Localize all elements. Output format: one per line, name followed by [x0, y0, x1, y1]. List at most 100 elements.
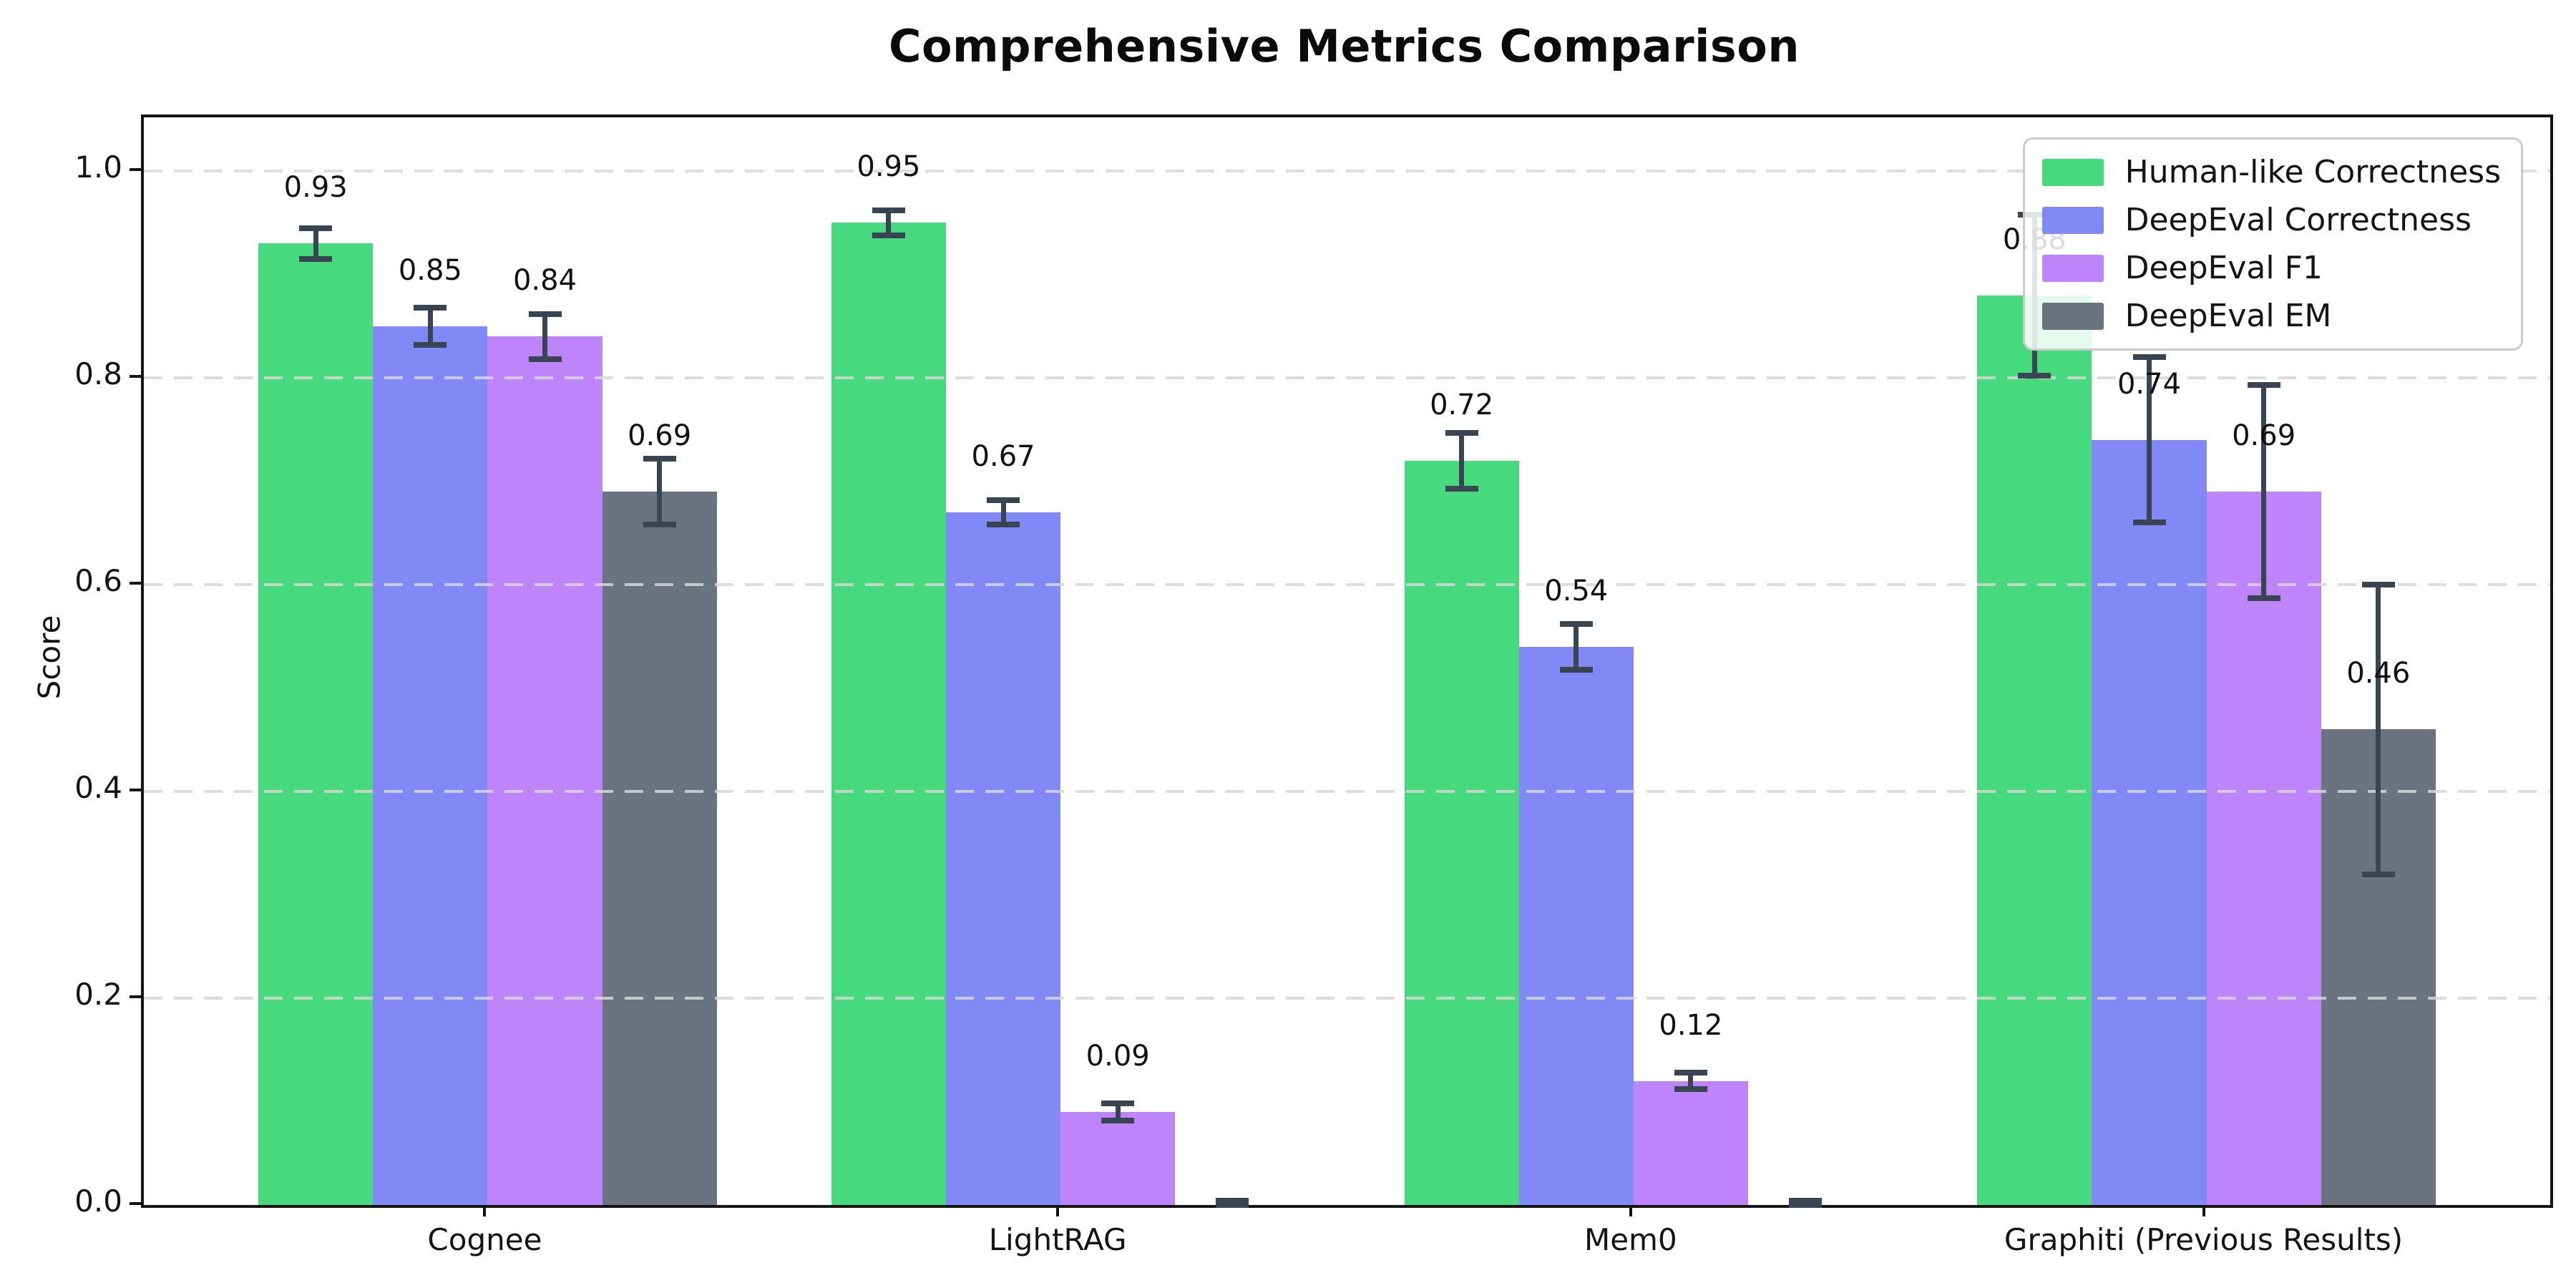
errorbar-cap-top — [2247, 382, 2280, 389]
bar-human-like-correctness-lightrag — [831, 223, 946, 1205]
bar-value-label: 0.69 — [2232, 419, 2296, 453]
y-tick-0.6 — [130, 582, 141, 585]
y-tick-label: 0.8 — [74, 356, 122, 392]
y-axis-title: Score — [31, 615, 67, 700]
errorbar-deepeval-f1-mem0 — [1688, 1073, 1694, 1090]
errorbar-cap-bottom — [2247, 595, 2280, 601]
errorbar-cap-top — [1674, 1070, 1707, 1076]
errorbar-cap-top — [872, 208, 905, 214]
errorbar-cap-top — [1216, 1198, 1249, 1204]
x-tick-label-cognee: Cognee — [427, 1222, 542, 1257]
errorbar-cap-bottom — [528, 356, 562, 363]
errorbar-cap-top — [643, 455, 676, 462]
errorbar-cap-bottom — [1674, 1086, 1707, 1093]
x-tick-lightrag — [1056, 1205, 1060, 1216]
bar-value-label: 0.72 — [1430, 388, 1494, 421]
errorbar-cap-bottom — [2132, 519, 2166, 526]
errorbar-cap-bottom — [1559, 666, 1593, 673]
errorbar-human-like-correctness-cognee — [313, 228, 318, 259]
y-tick-0.0 — [130, 1202, 141, 1205]
bar-value-label: 0.12 — [1659, 1008, 1723, 1042]
errorbar-cap-top — [299, 225, 333, 231]
legend-swatch-deepeval-correctness — [2041, 206, 2104, 234]
plot-area: 0.930.950.720.880.850.670.540.740.840.09… — [141, 114, 2553, 1208]
bar-deepeval-f1-lightrag — [1060, 1111, 1176, 1205]
errorbar-cap-top — [1445, 429, 1478, 436]
legend-item-human-like-correctness: Human-like Correctness — [2041, 154, 2501, 190]
errorbar-human-like-correctness-mem0 — [1459, 432, 1465, 489]
y-tick-label: 0.4 — [74, 770, 122, 806]
legend-swatch-deepeval-f1 — [2041, 254, 2104, 282]
errorbar-cap-bottom — [872, 232, 905, 238]
bar-deepeval-correctness-mem0 — [1518, 646, 1634, 1205]
errorbar-cap-bottom — [2361, 871, 2395, 877]
legend: Human-like Correctness DeepEval Correctne… — [2022, 137, 2523, 351]
y-tick-label: 0.2 — [74, 977, 122, 1013]
legend-item-deepeval-em: DeepEval EM — [2041, 298, 2501, 334]
errorbar-cap-bottom — [1789, 1202, 1823, 1208]
bar-value-label: 0.69 — [628, 419, 692, 453]
bar-value-label: 0.93 — [283, 171, 348, 205]
errorbar-cap-top — [528, 311, 562, 317]
errorbar-deepeval-correctness-cognee — [427, 307, 433, 345]
bar-deepeval-f1-cognee — [487, 336, 602, 1205]
errorbar-deepeval-f1-lightrag — [1115, 1103, 1121, 1121]
bar-deepeval-correctness-graphiti-previous-results — [2092, 439, 2207, 1205]
legend-label: DeepEval EM — [2124, 298, 2332, 334]
legend-label: DeepEval F1 — [2124, 250, 2323, 286]
errorbar-cap-bottom — [1101, 1117, 1135, 1123]
y-tick-label: 0.0 — [74, 1184, 122, 1219]
bar-value-label: 0.54 — [1544, 574, 1609, 608]
bar-human-like-correctness-cognee — [258, 243, 374, 1205]
legend-item-deepeval-correctness: DeepEval Correctness — [2041, 202, 2501, 238]
bar-value-label: 0.74 — [2117, 367, 2182, 401]
y-tick-label: 1.0 — [74, 150, 122, 185]
errorbar-human-like-correctness-lightrag — [886, 210, 892, 235]
x-tick-cognee — [483, 1205, 487, 1216]
legend-label: DeepEval Correctness — [2124, 202, 2472, 238]
legend-swatch-deepeval-em — [2041, 302, 2104, 330]
bar-value-label: 0.46 — [2346, 657, 2411, 691]
errorbar-cap-top — [1789, 1198, 1823, 1204]
errorbar-cap-bottom — [414, 341, 447, 348]
bar-deepeval-correctness-lightrag — [946, 512, 1061, 1205]
errorbar-deepeval-correctness-lightrag — [1000, 499, 1006, 525]
errorbar-deepeval-em-cognee — [657, 458, 663, 525]
x-tick-graphiti-previous-results — [2202, 1205, 2205, 1216]
bar-value-label: 0.85 — [398, 253, 462, 287]
errorbar-deepeval-correctness-graphiti-previous-results — [2147, 357, 2152, 523]
bar-value-label: 0.09 — [1085, 1039, 1150, 1073]
legend-swatch-human-like-correctness — [2041, 158, 2104, 186]
errorbar-cap-top — [1101, 1101, 1135, 1107]
legend-label: Human-like Correctness — [2124, 154, 2501, 190]
bar-human-like-correctness-graphiti-previous-results — [1977, 295, 2092, 1205]
errorbar-cap-top — [2361, 582, 2395, 588]
errorbar-deepeval-f1-cognee — [542, 313, 547, 360]
errorbar-cap-top — [2132, 354, 2166, 361]
bar-value-label: 0.67 — [971, 439, 1035, 473]
x-tick-label-graphiti-previous-results: Graphiti (Previous Results) — [2004, 1222, 2404, 1257]
errorbar-cap-top — [1559, 620, 1593, 627]
y-tick-1.0 — [130, 168, 141, 172]
errorbar-deepeval-correctness-mem0 — [1574, 623, 1579, 670]
y-tick-0.8 — [130, 375, 141, 379]
x-tick-mem0 — [1629, 1205, 1632, 1216]
errorbar-cap-bottom — [987, 522, 1020, 528]
bar-deepeval-f1-graphiti-previous-results — [2206, 492, 2321, 1205]
bar-deepeval-f1-mem0 — [1633, 1080, 1748, 1205]
bar-deepeval-em-cognee — [602, 492, 717, 1205]
errorbar-cap-bottom — [1445, 485, 1478, 492]
y-tick-0.4 — [130, 789, 141, 792]
bar-human-like-correctness-mem0 — [1404, 460, 1519, 1205]
x-tick-label-mem0: Mem0 — [1584, 1222, 1677, 1257]
bar-value-label: 0.84 — [512, 264, 577, 298]
errorbar-cap-top — [987, 497, 1020, 503]
errorbar-cap-bottom — [299, 255, 333, 262]
errorbar-deepeval-em-graphiti-previous-results — [2376, 585, 2381, 874]
errorbar-deepeval-f1-graphiti-previous-results — [2261, 385, 2267, 598]
chart-title: Comprehensive Metrics Comparison — [888, 20, 1800, 72]
errorbar-cap-bottom — [643, 522, 676, 528]
y-tick-0.2 — [130, 995, 141, 999]
bar-value-label: 0.95 — [857, 150, 921, 184]
